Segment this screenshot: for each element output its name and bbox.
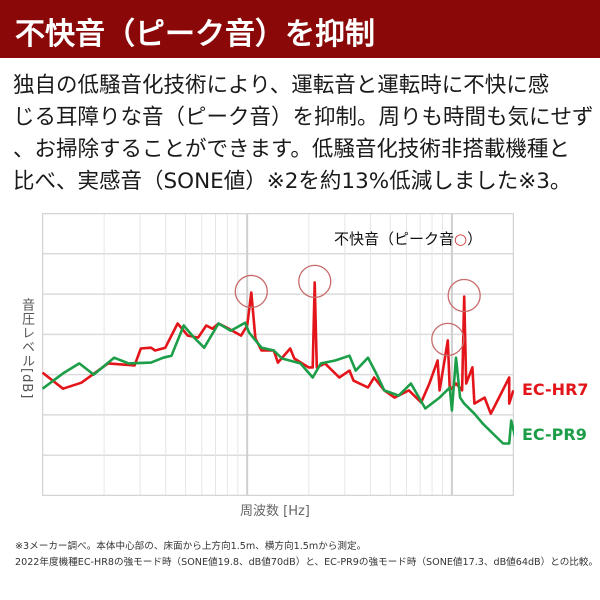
y-axis-label: 音圧レベル[dB] (19, 298, 34, 400)
series-line-ec-pr9 (42, 321, 514, 445)
footnote: ※3メーカー調べ。本体中心部の、床面から上方向1.5m、横方向1.5mから測定。 (15, 541, 367, 552)
intro-text: 独自の低騒音化技術により、運転音と運転時に不快に感 じる耳障りな音（ピーク音）を… (13, 70, 594, 198)
chart-legend: 不快音（ピーク音○） (334, 228, 482, 249)
plot-border (42, 213, 514, 496)
series-label-ec-hr7: EC-HR7 (522, 380, 589, 399)
page-title: 不快音（ピーク音）を抑制 (15, 17, 375, 52)
intro-line: 比べ、実感音（SONE値）※2を約13%低減しました※3。 (13, 169, 572, 194)
intro-line: 独自の低騒音化技術により、運転音と運転時に不快に感 (13, 73, 550, 98)
peak-annotation-circle (447, 278, 481, 313)
legend-text: 不快音（ピーク音 (334, 230, 455, 248)
legend-suffix: ） (467, 230, 483, 248)
footnote: 2022年度機種EC-HR8の強モード時（SONE値19.8、dB値70dB）と… (15, 557, 599, 568)
peak-annotation-circle (234, 274, 268, 309)
series-line-ec-hr7 (42, 281, 514, 415)
series-label-ec-pr9: EC-PR9 (522, 425, 587, 444)
header-banner: 不快音（ピーク音）を抑制 (0, 0, 600, 58)
x-axis-label: 周波数 [Hz] (240, 504, 310, 519)
intro-line: じる耳障りな音（ピーク音）を抑制。周りも時間も気にせず (13, 105, 594, 130)
peak-circle-icon: ○ (454, 230, 468, 248)
intro-line: 、お掃除することができます。低騒音化技術非搭載機種と (13, 137, 570, 162)
peak-annotation-circle (298, 264, 332, 299)
sound-pressure-chart (42, 213, 514, 496)
footnotes: ※3メーカー調べ。本体中心部の、床面から上方向1.5m、横方向1.5mから測定。… (15, 539, 598, 571)
peak-annotation-circle (431, 322, 465, 357)
